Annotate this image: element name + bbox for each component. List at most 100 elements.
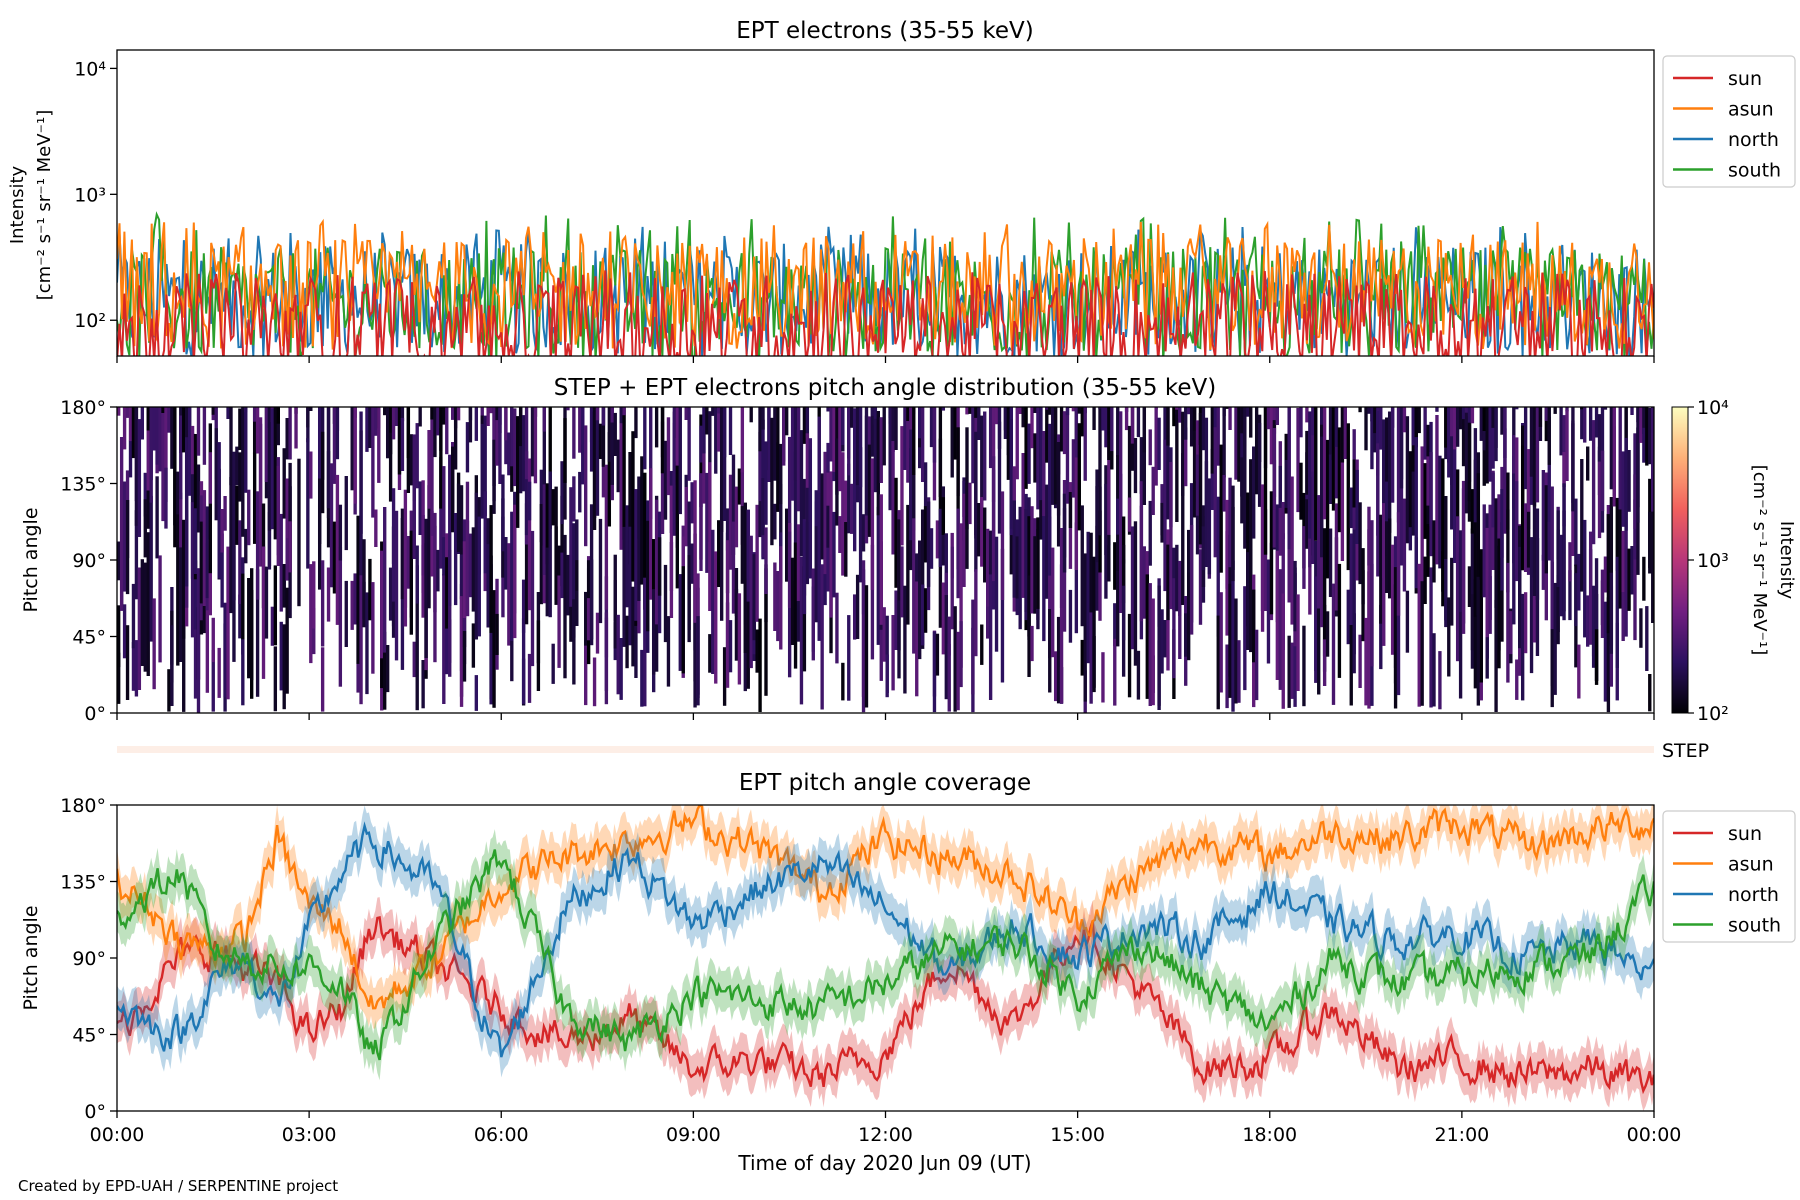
- pad-cell: [1355, 469, 1359, 544]
- pad-cell: [1588, 531, 1593, 645]
- pad-cell: [616, 439, 620, 493]
- pad-cell: [229, 477, 233, 614]
- coverage-band-south: [117, 829, 1654, 1081]
- pad-cell: [1317, 608, 1321, 695]
- pad-cell: [279, 513, 283, 612]
- panel1-ylabel-line2: [cm⁻² s⁻¹ sr⁻¹ MeV⁻¹]: [34, 110, 55, 301]
- pad-cell: [1411, 407, 1415, 525]
- pad-cell: [687, 501, 691, 590]
- coverage-line-south: [117, 849, 1654, 1061]
- pad-cell: [1485, 527, 1489, 638]
- pad-cell: [270, 606, 275, 646]
- pad-cell: [1621, 530, 1625, 592]
- p3-legend-label-south: south: [1728, 915, 1781, 937]
- pad-cell: [244, 528, 248, 564]
- pad-cell: [217, 442, 221, 579]
- pad-cell: [548, 471, 552, 618]
- pad-cell: [238, 594, 242, 639]
- pad-cell: [143, 499, 147, 558]
- pad-cell: [1426, 456, 1430, 506]
- pad-cell: [406, 407, 411, 459]
- pad-cell: [1000, 491, 1005, 600]
- pad-cell: [1320, 436, 1324, 558]
- pad-cell: [306, 407, 310, 428]
- pad-cell: [131, 583, 136, 649]
- p1-legend-label-sun: sun: [1728, 68, 1762, 90]
- pad-cell: [711, 529, 715, 674]
- pad-cell: [252, 407, 257, 422]
- p2-ytick-label-2: 90°: [72, 550, 106, 572]
- pad-cell: [1402, 407, 1407, 433]
- pad-cell: [1458, 407, 1463, 430]
- pad-cell: [468, 533, 473, 598]
- pad-cell: [1523, 592, 1528, 654]
- pad-cell: [820, 473, 824, 560]
- pad-cell: [799, 556, 804, 705]
- p3-xtick-label-3: 09:00: [666, 1124, 721, 1146]
- pad-cell: [1594, 558, 1599, 681]
- pad-cell: [202, 407, 207, 465]
- pad-cell: [1651, 432, 1654, 519]
- pad-cell: [1322, 407, 1327, 520]
- pad-cell: [1172, 578, 1176, 679]
- pad-cell: [743, 502, 747, 653]
- pad-cell: [241, 407, 245, 537]
- pad-cell: [920, 509, 925, 649]
- pad-cell: [409, 434, 413, 486]
- p1-ytick-label-1: 10³: [74, 184, 106, 206]
- pad-cell: [190, 502, 195, 638]
- pad-cell: [776, 571, 780, 642]
- pad-cell: [1606, 597, 1611, 713]
- pad-cell: [137, 567, 142, 690]
- pad-cell: [533, 407, 538, 484]
- pad-cell: [161, 407, 165, 413]
- pad-cell: [220, 509, 224, 553]
- pad-cell: [1497, 494, 1501, 546]
- p3-xtick-label-4: 12:00: [858, 1124, 913, 1146]
- pad-cell: [1080, 407, 1084, 437]
- pad-cell: [1609, 407, 1614, 490]
- pad-cell: [1325, 611, 1330, 657]
- pad-cell: [196, 464, 201, 533]
- pad-cell: [953, 407, 957, 460]
- pad-cell: [125, 625, 130, 700]
- pad-cell: [391, 488, 396, 627]
- pad-cell: [403, 489, 408, 627]
- pad-cell: [350, 580, 354, 630]
- pad-cell: [997, 421, 1002, 534]
- pad-cell: [640, 456, 644, 585]
- pad-cell: [1092, 407, 1096, 430]
- pad-cell: [276, 407, 280, 446]
- pad-cell: [1444, 496, 1448, 621]
- pad-cell: [1219, 592, 1223, 693]
- pad-cell: [1571, 407, 1575, 512]
- p3-legend-label-asun: asun: [1728, 854, 1774, 876]
- pad-cell: [1098, 510, 1102, 573]
- pad-cell: [852, 408, 857, 552]
- pad-cell: [906, 407, 910, 421]
- pad-cell: [1334, 407, 1339, 447]
- pad-cell: [1547, 416, 1551, 540]
- pad-cell: [1107, 534, 1111, 582]
- pad-cell: [941, 582, 946, 655]
- pad-cell: [1500, 489, 1504, 591]
- pad-cell: [394, 407, 399, 426]
- pad-cell: [235, 485, 239, 545]
- pad-cell: [344, 580, 348, 647]
- pad-cell: [560, 461, 564, 525]
- pad-cell: [1216, 615, 1220, 710]
- pad-cell: [143, 472, 147, 517]
- pad-cell: [1098, 407, 1102, 409]
- pad-cell: [1243, 407, 1247, 549]
- pad-cell: [787, 436, 792, 565]
- pad-cell: [569, 487, 573, 607]
- pad-cell: [1562, 483, 1566, 621]
- panel3-x-axis: 00:00 03:00 06:00 09:00 12:00 15:00 18:00 21:00…: [90, 1111, 1681, 1146]
- pad-cell: [356, 515, 360, 664]
- pad-cell: [909, 407, 913, 430]
- pad-cell: [1520, 445, 1525, 571]
- pad-cell: [1124, 407, 1129, 431]
- p1-legend-label-south: south: [1728, 160, 1781, 182]
- pad-cell: [1163, 439, 1167, 592]
- pad-cell: [572, 476, 576, 522]
